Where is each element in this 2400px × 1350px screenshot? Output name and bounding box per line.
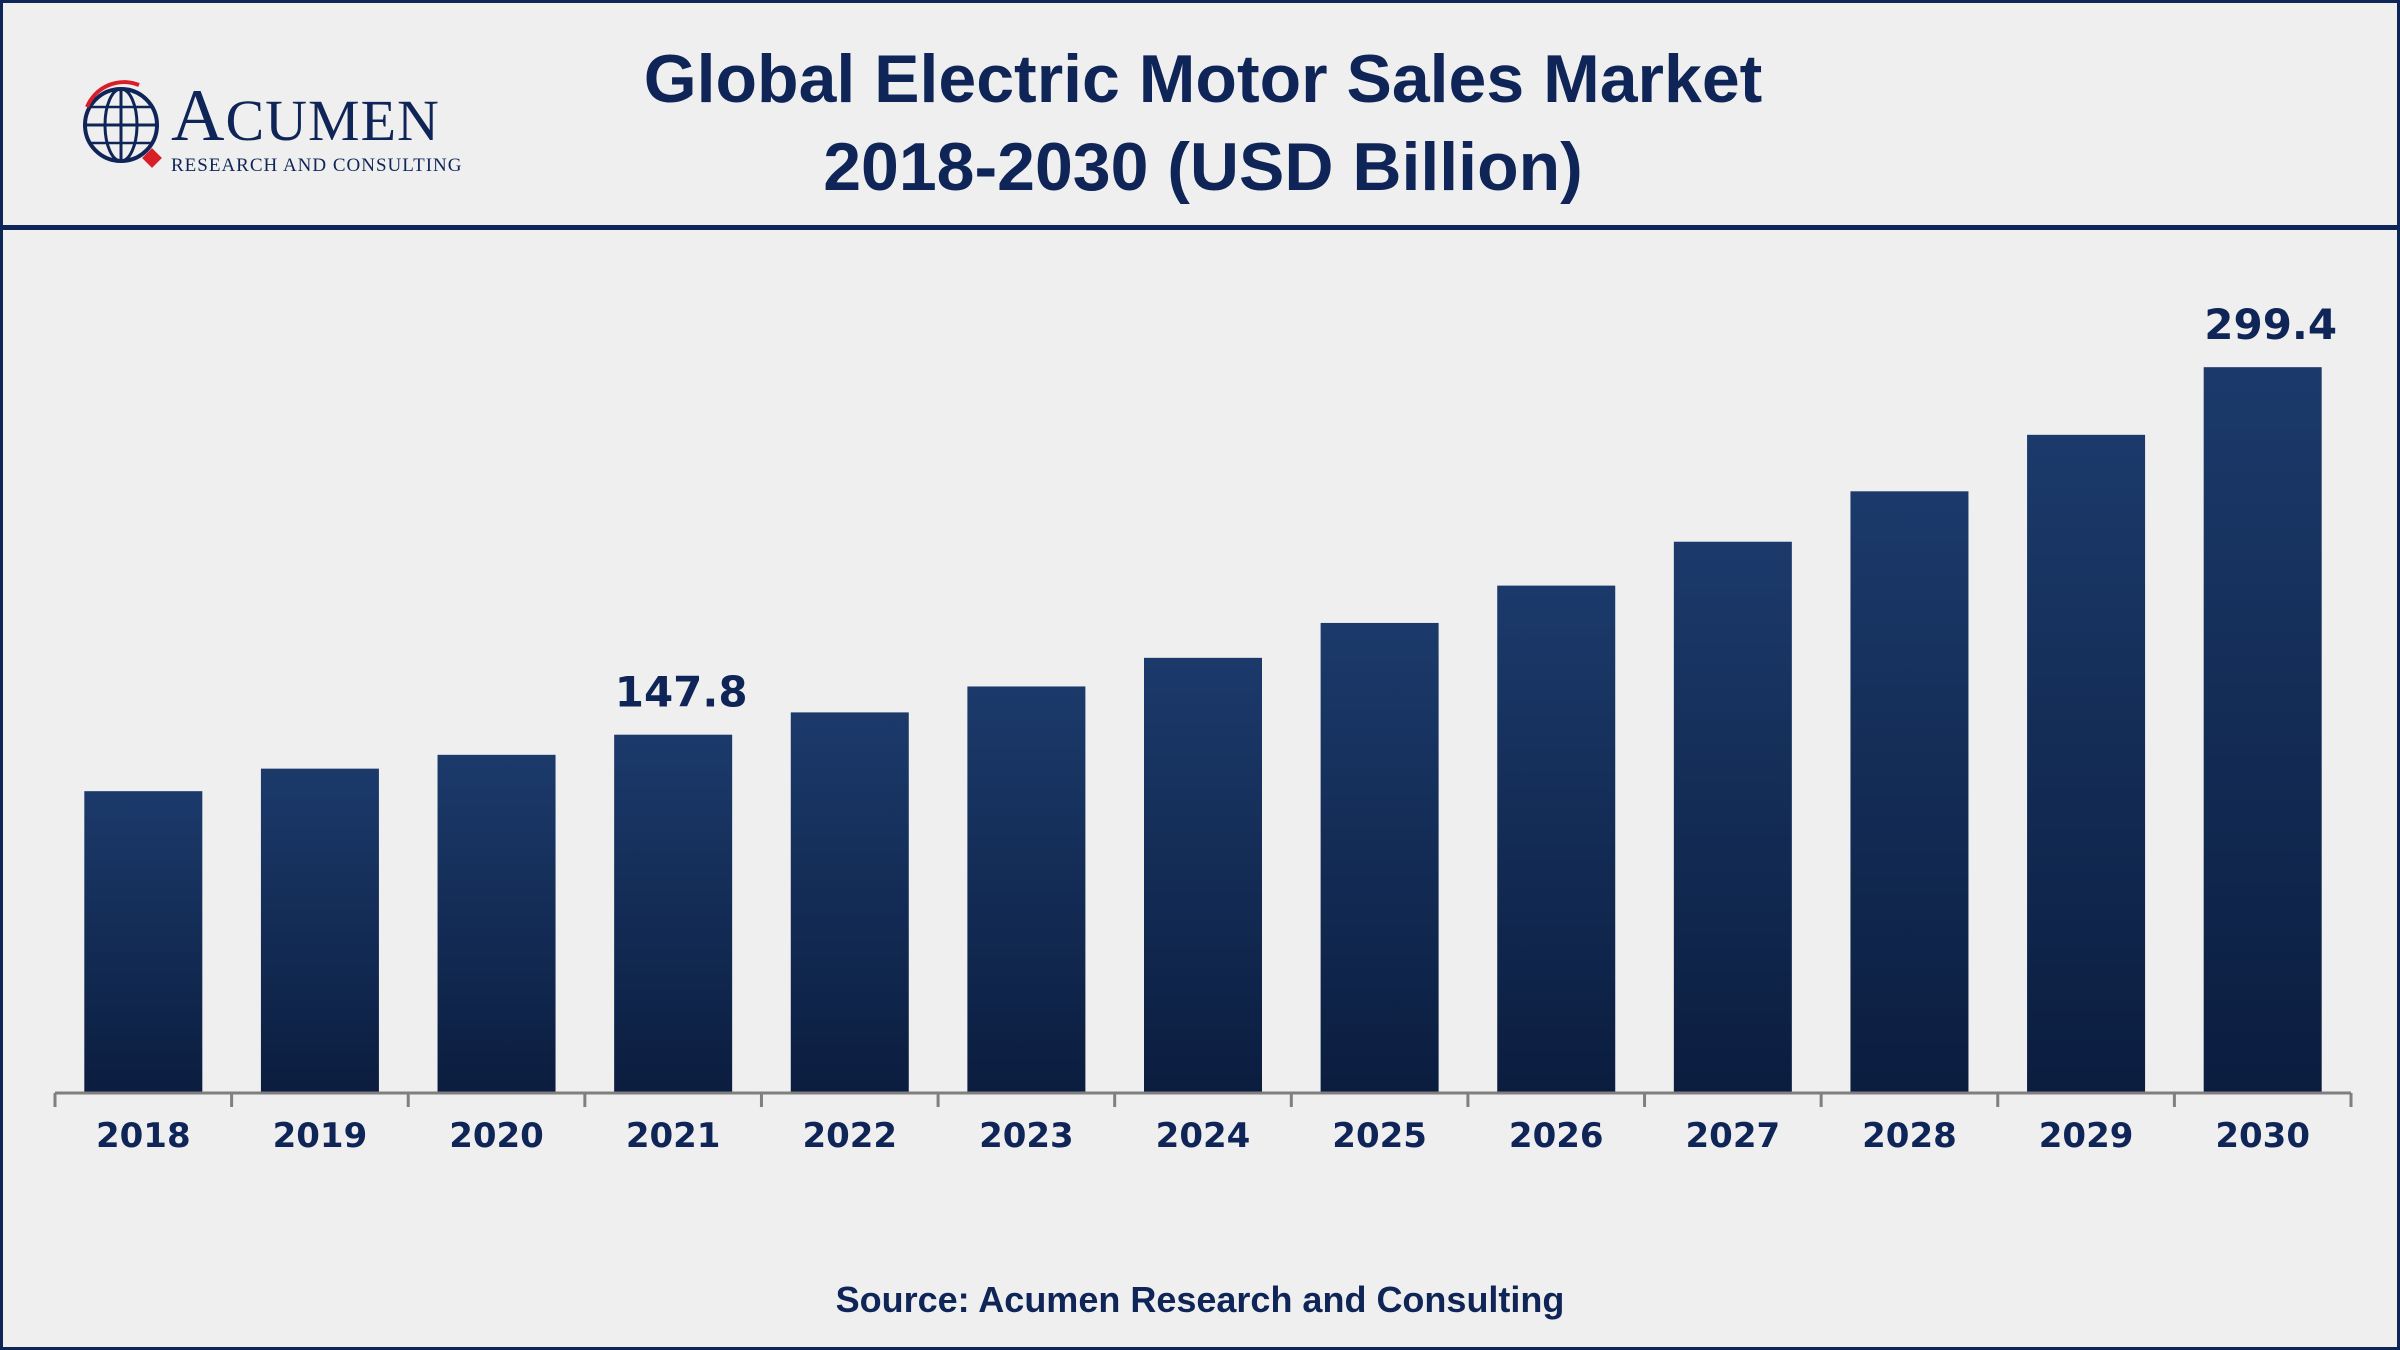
bar-2029 (2027, 434, 2146, 1093)
logo-wordmark: ACUMEN (171, 75, 440, 157)
bar-2018 (84, 791, 203, 1093)
x-tick-label: 2025 (1332, 1116, 1427, 1156)
x-tick-label: 2020 (449, 1116, 544, 1156)
x-tick-label: 2018 (96, 1116, 191, 1156)
x-tick-label: 2023 (979, 1116, 1074, 1156)
x-tick-label: 2026 (1509, 1116, 1604, 1156)
bar-2026 (1497, 585, 1616, 1093)
x-tick-label: 2022 (802, 1116, 897, 1156)
bar-2019 (260, 768, 379, 1093)
acumen-logo: ACUMEN RESEARCH AND CONSULTING (79, 75, 462, 177)
chart-title-line-2: 2018-2030 (USD Billion) (823, 129, 1583, 205)
source-note: Source: Acumen Research and Consulting (835, 1279, 1565, 1320)
chart-title-line-1: Global Electric Motor Sales Market (643, 41, 1763, 117)
data-label-2021: 147.8 (615, 668, 748, 717)
bar-2023 (967, 686, 1086, 1093)
x-tick-label: 2030 (2215, 1116, 2310, 1156)
bar-2022 (790, 712, 909, 1093)
bar-2027 (1673, 541, 1792, 1093)
x-tick-label: 2029 (2039, 1116, 2134, 1156)
bar-chart: 2018 2019 2020 2021 2022 2023 2024 2025 2026 2027… (53, 300, 2353, 1156)
bar-2021 (614, 734, 733, 1093)
bar-2020 (437, 754, 556, 1093)
header: ACUMEN RESEARCH AND CONSULTING Global El… (3, 3, 2397, 230)
globe-icon (83, 80, 162, 168)
bar-2024 (1144, 657, 1262, 1093)
chart-title: Global Electric Motor Sales Market 2018-… (433, 35, 1973, 211)
x-tick-label: 2028 (1862, 1116, 1957, 1156)
x-tick-label: 2019 (273, 1116, 368, 1156)
data-label-2030: 299.4 (2204, 300, 2337, 349)
logo-tagline: RESEARCH AND CONSULTING (171, 155, 463, 176)
x-tick-label: 2027 (1686, 1116, 1781, 1156)
x-tick-label: 2021 (626, 1116, 721, 1156)
x-tick-label: 2024 (1156, 1116, 1251, 1156)
bar-2025 (1320, 622, 1439, 1093)
bar-2030 (2203, 367, 2322, 1093)
bar-2028 (1850, 491, 1969, 1093)
